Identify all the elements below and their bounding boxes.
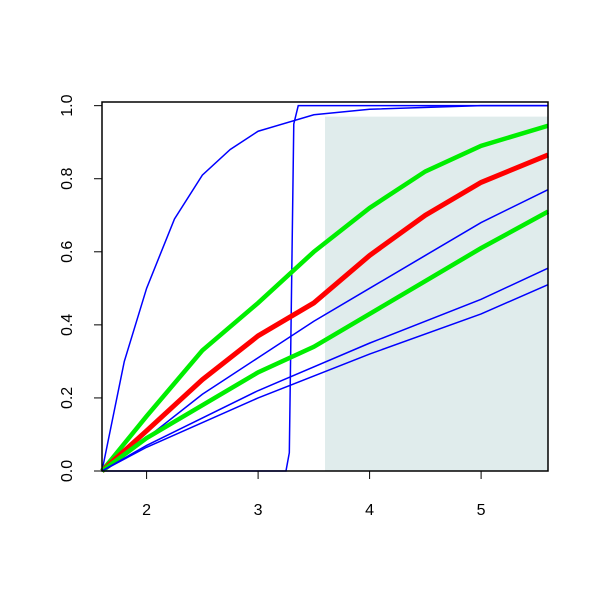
- y-tick-label: 0.2: [59, 387, 76, 409]
- line-series: [100, 123, 549, 473]
- x-tick-label: 2: [142, 502, 151, 519]
- y-tick-label: 0.4: [59, 314, 76, 336]
- x-tick-label: 3: [254, 502, 263, 519]
- y-tick-label: 0.0: [59, 460, 76, 482]
- x-tick-label: 5: [477, 502, 486, 519]
- shaded-region: [325, 116, 548, 471]
- line-series: [101, 283, 549, 472]
- x-tick-label: 4: [365, 502, 374, 519]
- plot-frame: [101, 101, 549, 472]
- line-series: [100, 152, 549, 473]
- y-tick-label: 1.0: [59, 94, 76, 116]
- line-series: [101, 104, 548, 472]
- line-series: [100, 209, 550, 473]
- y-tick-label: 0.6: [59, 241, 76, 263]
- line-series: [101, 189, 549, 472]
- line-series: [101, 267, 549, 472]
- y-tick-label: 0.8: [59, 168, 76, 190]
